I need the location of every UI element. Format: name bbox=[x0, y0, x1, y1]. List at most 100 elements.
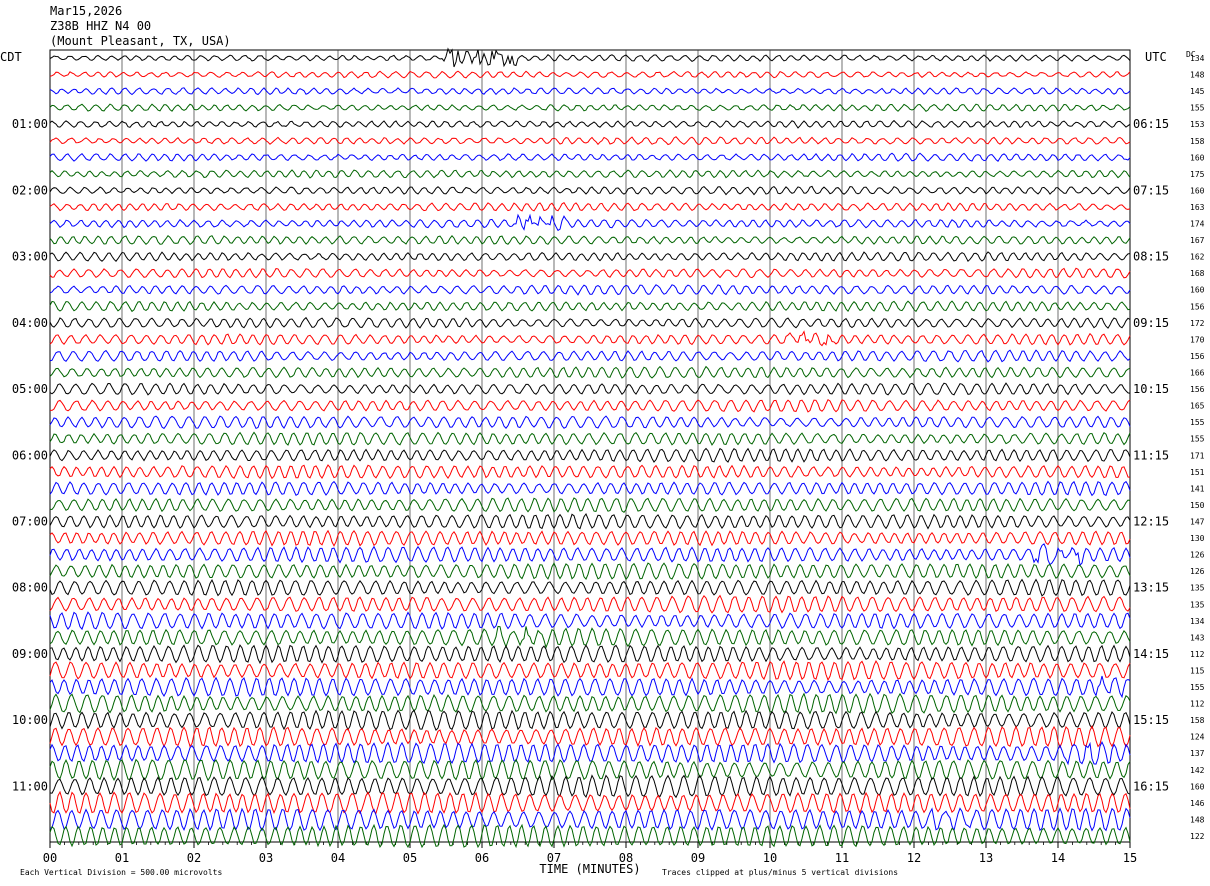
trace-47 bbox=[49, 823, 1131, 849]
dc-offset-label: 134 bbox=[1190, 54, 1205, 63]
trace-26 bbox=[49, 480, 1131, 497]
left-time-label: 06:00 bbox=[12, 448, 48, 462]
dc-offset-label: 155 bbox=[1190, 435, 1205, 444]
right-time-label: 10:15 bbox=[1133, 382, 1169, 396]
trace-41 bbox=[49, 725, 1131, 749]
right-time-label: 11:15 bbox=[1133, 448, 1169, 462]
trace-8 bbox=[49, 185, 1131, 196]
footer-clip-note: Traces clipped at plus/minus 5 vertical … bbox=[662, 868, 898, 877]
trace-15 bbox=[49, 300, 1131, 313]
trace-43 bbox=[49, 758, 1131, 782]
x-tick-label: 12 bbox=[907, 851, 921, 865]
dc-offset-label: 162 bbox=[1190, 253, 1205, 262]
dc-offset-label: 167 bbox=[1190, 236, 1205, 245]
left-time-label: 11:00 bbox=[12, 779, 48, 793]
dc-offset-label: 156 bbox=[1190, 385, 1205, 394]
trace-16 bbox=[49, 316, 1131, 329]
trace-31 bbox=[49, 562, 1131, 581]
left-time-label: 02:00 bbox=[12, 183, 48, 197]
dc-offset-label: 160 bbox=[1190, 286, 1205, 295]
footer-scale-note: Each Vertical Division = 500.00 microvol… bbox=[20, 868, 222, 877]
dc-offset-label: 115 bbox=[1190, 666, 1205, 675]
x-tick-label: 05 bbox=[403, 851, 417, 865]
trace-7 bbox=[49, 169, 1131, 179]
dc-label: DC bbox=[1186, 50, 1196, 59]
dc-offset-label: 148 bbox=[1190, 815, 1205, 824]
dc-offset-label: 126 bbox=[1190, 551, 1205, 560]
x-tick-label: 15 bbox=[1123, 851, 1137, 865]
dc-offset-label: 122 bbox=[1190, 832, 1205, 841]
right-time-label: 13:15 bbox=[1133, 581, 1169, 595]
dc-offset-label: 160 bbox=[1190, 782, 1205, 791]
trace-13 bbox=[49, 267, 1131, 279]
dc-offset-label: 158 bbox=[1190, 716, 1205, 725]
dc-offset-label: 160 bbox=[1190, 186, 1205, 195]
dc-offset-label: 171 bbox=[1190, 451, 1205, 460]
x-axis-label: TIME (MINUTES) bbox=[539, 862, 640, 876]
dc-offset-label: 135 bbox=[1190, 584, 1205, 593]
trace-10 bbox=[49, 213, 1131, 232]
trace-25 bbox=[49, 464, 1131, 480]
header-location: (Mount Pleasant, TX, USA) bbox=[50, 34, 231, 48]
dc-offset-label: 134 bbox=[1190, 617, 1205, 626]
x-tick-label: 14 bbox=[1051, 851, 1065, 865]
trace-6 bbox=[49, 152, 1131, 162]
trace-23 bbox=[49, 431, 1131, 446]
dc-offset-label: 168 bbox=[1190, 269, 1205, 278]
right-time-label: 07:15 bbox=[1133, 183, 1169, 197]
trace-38 bbox=[49, 675, 1131, 699]
trace-37 bbox=[49, 660, 1131, 682]
right-zone-label: UTC bbox=[1145, 50, 1167, 64]
dc-offset-label: 141 bbox=[1190, 484, 1205, 493]
trace-12 bbox=[49, 251, 1131, 263]
trace-27 bbox=[49, 497, 1131, 513]
trace-35 bbox=[49, 625, 1131, 649]
dc-offset-label: 143 bbox=[1190, 633, 1205, 642]
x-tick-label: 07 bbox=[547, 851, 561, 865]
right-time-label: 09:15 bbox=[1133, 316, 1169, 330]
dc-offset-label: 145 bbox=[1190, 87, 1205, 96]
dc-offset-label: 146 bbox=[1190, 799, 1205, 808]
trace-39 bbox=[49, 692, 1131, 715]
dc-offset-label: 130 bbox=[1190, 534, 1205, 543]
trace-3 bbox=[49, 103, 1131, 112]
dc-offset-label: 147 bbox=[1190, 517, 1205, 526]
dc-offset-label: 135 bbox=[1190, 600, 1205, 609]
trace-11 bbox=[49, 234, 1131, 246]
trace-22 bbox=[49, 415, 1131, 430]
dc-offset-label: 112 bbox=[1190, 650, 1205, 659]
dc-offset-label: 155 bbox=[1190, 104, 1205, 113]
right-time-label: 06:15 bbox=[1133, 117, 1169, 131]
trace-29 bbox=[49, 529, 1131, 547]
trace-30 bbox=[49, 543, 1131, 567]
x-tick-label: 04 bbox=[331, 851, 345, 865]
trace-24 bbox=[49, 447, 1131, 463]
trace-46 bbox=[49, 807, 1131, 832]
trace-17 bbox=[49, 330, 1131, 347]
dc-offset-label: 124 bbox=[1190, 733, 1205, 742]
plot-frame bbox=[49, 49, 1131, 843]
trace-36 bbox=[49, 644, 1131, 665]
dc-offset-label: 172 bbox=[1190, 319, 1205, 328]
trace-4 bbox=[49, 119, 1131, 129]
right-time-label: 12:15 bbox=[1133, 514, 1169, 528]
dc-offset-label: 155 bbox=[1190, 418, 1205, 427]
trace-32 bbox=[49, 578, 1131, 597]
trace-0 bbox=[49, 47, 1131, 68]
trace-2 bbox=[49, 87, 1131, 96]
dc-offset-label: 170 bbox=[1190, 335, 1205, 344]
trace-34 bbox=[49, 611, 1131, 631]
dc-offset-label: 174 bbox=[1190, 220, 1205, 229]
x-tick-label: 10 bbox=[763, 851, 777, 865]
x-tick-label: 08 bbox=[619, 851, 633, 865]
dc-offset-label: 165 bbox=[1190, 402, 1205, 411]
trace-28 bbox=[49, 513, 1131, 530]
dc-offset-label: 142 bbox=[1190, 766, 1205, 775]
x-tick-label: 06 bbox=[475, 851, 489, 865]
left-time-label: 07:00 bbox=[12, 514, 48, 528]
left-time-label: 01:00 bbox=[12, 117, 48, 131]
header-station: Z38B HHZ N4 00 bbox=[50, 19, 152, 33]
x-tick-label: 09 bbox=[691, 851, 705, 865]
dc-offset-label: 148 bbox=[1190, 71, 1205, 80]
dc-offset-label: 160 bbox=[1190, 153, 1205, 162]
